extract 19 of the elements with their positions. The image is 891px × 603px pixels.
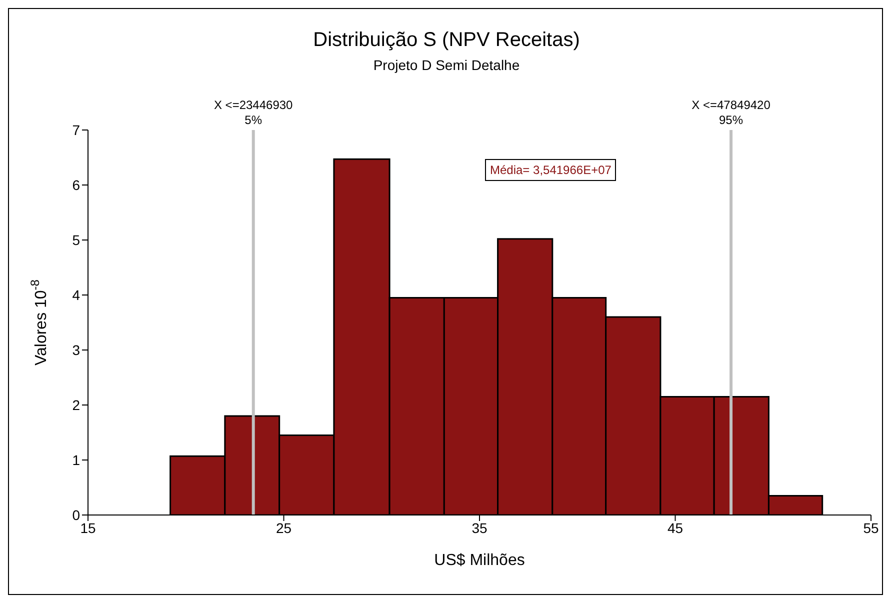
- y-tick-label: 1: [72, 452, 80, 468]
- y-tick-label: 4: [72, 286, 80, 303]
- y-tick-label: 3: [72, 342, 80, 358]
- x-axis-title: US$ Milhões: [434, 552, 525, 569]
- x-tick-label: 35: [472, 520, 488, 536]
- x-tick-label: 15: [80, 520, 96, 536]
- ref-line-label: X <=23446930 5%: [214, 98, 294, 127]
- y-tick-label: 6: [72, 176, 80, 193]
- annotation: Média= 3,541966E+07: [485, 159, 616, 181]
- x-tick-label: 45: [667, 520, 684, 536]
- y-tick-label: 2: [72, 396, 80, 413]
- chart-title: Distribuição S (NPV Receitas): [312, 29, 581, 52]
- y-tick-label: 7: [72, 122, 80, 138]
- chart-subtitle: Projeto D Semi Detalhe: [372, 57, 521, 73]
- y-tick-label: 0: [72, 506, 80, 523]
- x-tick-label: 55: [863, 520, 879, 536]
- ref-line-label: X <=47849420 95%: [692, 98, 771, 127]
- x-tick-label: 25: [276, 520, 292, 536]
- y-tick-label: 5: [72, 232, 80, 248]
